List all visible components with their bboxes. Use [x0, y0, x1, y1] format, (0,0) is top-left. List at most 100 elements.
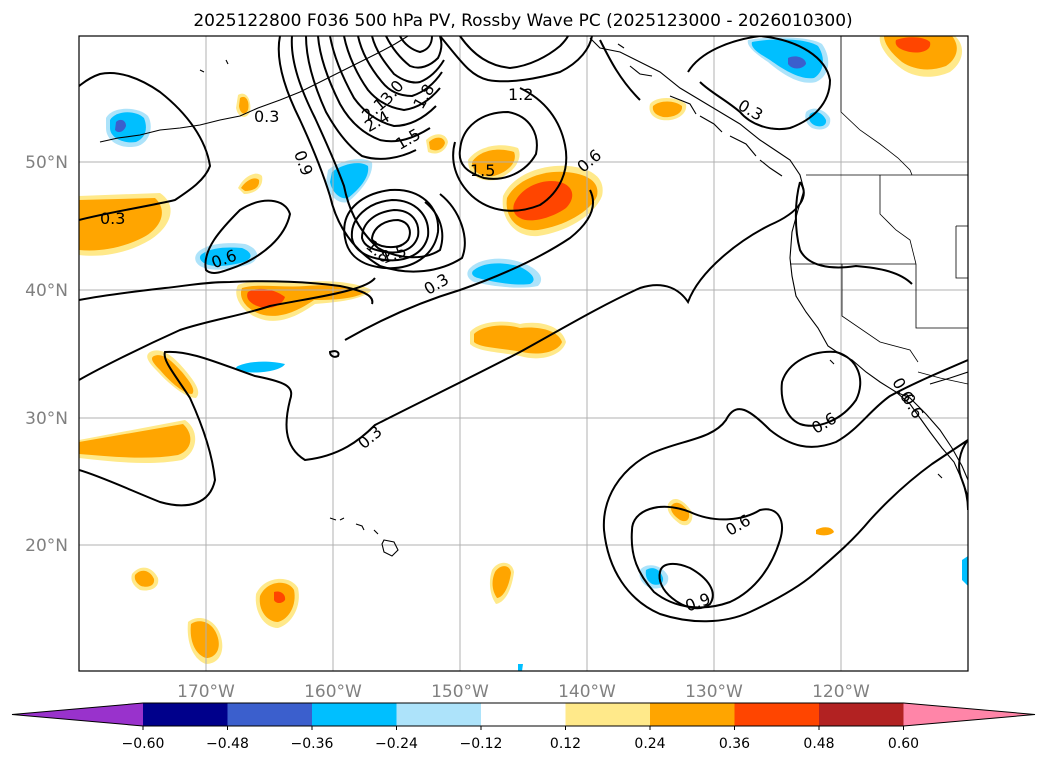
- lat-label: 50°N: [25, 153, 68, 173]
- lat-label: 20°N: [25, 536, 68, 556]
- lat-label: 30°N: [25, 409, 68, 429]
- contour-label: 1.2: [508, 85, 533, 104]
- contour-line: [458, 110, 538, 180]
- colorbar-tick-label: 0.12: [550, 736, 581, 752]
- alaska-bc-coast: [589, 37, 805, 191]
- colorbar-tick-label: −0.24: [375, 736, 418, 752]
- contour-label: 0.3: [254, 107, 279, 126]
- idaho-border: [879, 175, 917, 265]
- colorbar-tick-label: −0.36: [291, 736, 334, 752]
- lat-label: 40°N: [25, 281, 68, 301]
- contour-line: [658, 562, 714, 610]
- colorbar-extend-low: [12, 703, 143, 726]
- contour-line: [204, 199, 292, 274]
- shade-patch: [110, 112, 146, 143]
- colorbar-tick-label: 0.24: [634, 736, 665, 752]
- contour-line: [79, 280, 374, 305]
- contour-line: [343, 188, 440, 270]
- contour-line: [329, 36, 437, 128]
- nevada-border: [841, 264, 919, 363]
- shade-patch: [79, 198, 162, 251]
- lon-label: 120°W: [812, 682, 870, 702]
- longitude-labels: 170°W 160°W 150°W 140°W 130°W 120°W: [177, 682, 870, 702]
- map-title: 2025122800 F036 500 hPa PV, Rossby Wave …: [193, 11, 852, 31]
- shade-patch: [190, 621, 219, 658]
- contour-line: [630, 505, 783, 609]
- shade-patch: [513, 180, 573, 221]
- colorbar-tick-label: −0.48: [206, 736, 249, 752]
- colorbar-segment: [143, 703, 228, 726]
- shade-patch: [652, 101, 683, 118]
- shade-patch: [492, 566, 511, 598]
- mexico-border: [917, 371, 968, 385]
- colorbar-tick-label: 0.48: [803, 736, 834, 752]
- contour-line: [317, 36, 431, 143]
- shade-patch: [518, 664, 523, 671]
- latitude-labels: 50°N 40°N 30°N 20°N: [25, 153, 68, 556]
- contour-line: [79, 181, 805, 507]
- shade-patch: [816, 527, 834, 536]
- contour-line: [344, 189, 595, 341]
- colorbar-segment: [734, 703, 820, 726]
- shade-patch: [895, 37, 931, 53]
- shade-patch: [115, 119, 126, 133]
- contour-line: [452, 87, 568, 212]
- contour-line: [305, 36, 417, 160]
- pv-contours: [79, 36, 968, 623]
- small-islands: [199, 43, 943, 479]
- contour-line: [459, 36, 569, 70]
- contour-line: [780, 350, 862, 427]
- contour-label: 0.3: [100, 209, 125, 228]
- contour-line: [371, 36, 445, 84]
- shade-patch: [962, 556, 968, 586]
- shade-patch: [274, 591, 286, 603]
- contour-line: [350, 198, 430, 262]
- contour-line: [399, 36, 433, 54]
- shade-patch: [199, 247, 251, 266]
- colorbar-tick-label: −0.60: [122, 736, 165, 752]
- colorbar-segment: [819, 703, 904, 726]
- shade-patch: [79, 424, 191, 458]
- contour-label: 1.5: [470, 161, 495, 180]
- colorbar-segment: [312, 703, 397, 726]
- colorbar-tick-label: −0.12: [460, 736, 503, 752]
- contour-line: [385, 36, 443, 69]
- colorbar-extend-high: [903, 703, 1035, 726]
- colorbar-segment: [227, 703, 313, 726]
- shade-patch: [241, 178, 260, 191]
- lon-label: 150°W: [431, 682, 489, 702]
- contour-line: [602, 359, 968, 623]
- hawaii-islands: [329, 517, 399, 557]
- shade-patch: [788, 56, 806, 69]
- colorbar-segment: [565, 703, 651, 726]
- shade-patch: [429, 137, 445, 151]
- gridlines: [79, 36, 968, 671]
- shade-patch: [236, 361, 285, 373]
- lon-label: 160°W: [304, 682, 362, 702]
- contour-line: [357, 36, 443, 98]
- contour-line: [343, 36, 441, 112]
- colorbar-segment: [396, 703, 482, 726]
- contour-line: [794, 181, 913, 285]
- coastlines: [99, 36, 968, 557]
- contour-line: [360, 208, 420, 254]
- lon-label: 140°W: [558, 682, 616, 702]
- contour-line: [599, 39, 641, 101]
- lon-label: 130°W: [685, 682, 743, 702]
- contour-line: [370, 218, 411, 249]
- shade-patch: [474, 325, 562, 354]
- alaska-islands: [629, 65, 783, 177]
- contour-line: [439, 36, 593, 83]
- contour-line: [328, 350, 340, 358]
- map-frame: [78, 35, 969, 672]
- contour-line: [79, 277, 376, 381]
- shade-patch: [239, 96, 249, 114]
- colorbar-segment: [650, 703, 735, 726]
- shade-patch: [134, 570, 155, 587]
- lon-label: 170°W: [177, 682, 235, 702]
- shade-patch: [247, 288, 285, 308]
- shade-patch: [472, 149, 515, 177]
- contour-line: [79, 72, 212, 221]
- bc-border: [840, 36, 913, 176]
